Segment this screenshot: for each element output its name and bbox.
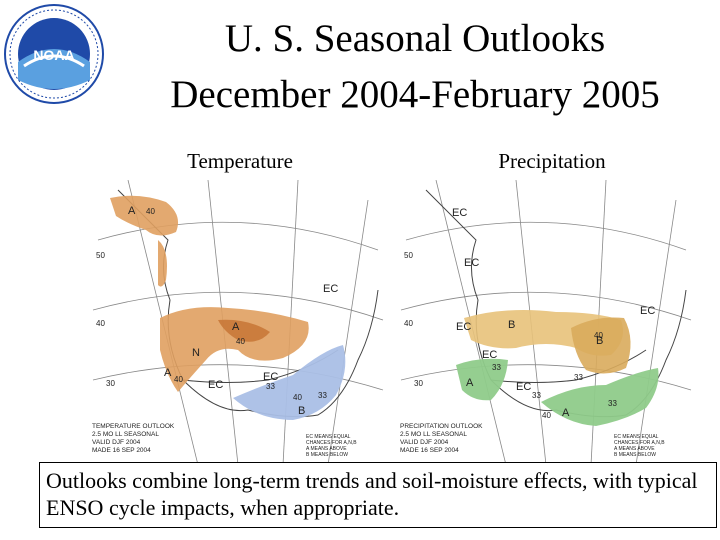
contour-label: 40: [594, 331, 603, 340]
map-legend-line: CHANCES FOR A,N,B: [306, 440, 357, 446]
class-label: B: [596, 335, 603, 347]
contour-label: 40: [236, 337, 245, 346]
class-label: A: [164, 367, 172, 379]
contour-label: 40: [542, 411, 551, 420]
class-label: EC: [482, 349, 497, 361]
precipitation-outlook-map: 50 40 30 33 40 33 33 40 33 EC EC B B EC …: [396, 180, 696, 465]
contour-label: 33: [574, 373, 583, 382]
map-footer-line: 2.5 MO LL SEASONAL: [400, 431, 467, 438]
lat-label: 40: [404, 319, 413, 328]
class-label: B: [298, 405, 305, 417]
map-legend-line: B MEANS BELOW: [306, 452, 348, 458]
page-title: U. S. Seasonal Outlooks: [224, 17, 606, 60]
class-label: A: [466, 377, 474, 389]
map-legend-line: EC MEANS EQUAL: [306, 434, 351, 440]
contour-label: 33: [266, 382, 275, 391]
temperature-outlook-map: 50 40 30 40 40 40 33 40 33 A A A EC EC E…: [88, 180, 388, 465]
contour-label: 33: [318, 391, 327, 400]
lat-label: 40: [96, 319, 105, 328]
class-label: B: [508, 319, 515, 331]
temperature-label: Temperature: [187, 149, 293, 173]
caption-box: Outlooks combine long-term trends and so…: [39, 462, 717, 528]
map-footer-line: MADE 16 SEP 2004: [92, 447, 151, 454]
logo-text: NOAA: [33, 47, 74, 63]
map-footer-line: 2.5 MO LL SEASONAL: [92, 431, 159, 438]
contour-label: 33: [532, 391, 541, 400]
lat-label: 50: [96, 251, 105, 260]
class-label: EC: [323, 283, 338, 295]
map-legend-line: EC MEANS EQUAL: [614, 434, 659, 440]
contour-label: 40: [146, 207, 155, 216]
class-label: A: [128, 205, 136, 217]
map-legend-line: B MEANS BELOW: [614, 452, 656, 458]
lat-label: 30: [414, 379, 423, 388]
map-footer-line: TEMPERATURE OUTLOOK: [92, 423, 175, 430]
class-label: EC: [452, 207, 467, 219]
map-footer-line: PRECIPITATION OUTLOOK: [400, 423, 483, 430]
contour-label: 33: [492, 363, 501, 372]
class-label: N: [192, 347, 200, 359]
class-label: A: [232, 321, 240, 333]
class-label: A: [562, 407, 570, 419]
class-label: EC: [464, 257, 479, 269]
contour-label: 40: [293, 393, 302, 402]
contour-label: 33: [608, 399, 617, 408]
map-legend-line: CHANCES FOR A,N,B: [614, 440, 665, 446]
class-label: EC: [516, 381, 531, 393]
map-footer-line: MADE 16 SEP 2004: [400, 447, 459, 454]
class-label: EC: [263, 371, 278, 383]
page-subtitle: December 2004-February 2005: [170, 73, 660, 116]
lat-label: 30: [106, 379, 115, 388]
class-label: EC: [640, 305, 655, 317]
caption-text: Outlooks combine long-term trends and so…: [46, 468, 698, 520]
map-footer-line: VALID DJF 2004: [400, 439, 449, 446]
class-label: EC: [456, 321, 471, 333]
class-label: EC: [208, 379, 223, 391]
noaa-logo: NOAA: [4, 4, 104, 104]
lat-label: 50: [404, 251, 413, 260]
map-legend-line: A MEANS ABOVE: [614, 446, 655, 452]
contour-label: 40: [174, 375, 183, 384]
map-legend-line: A MEANS ABOVE: [306, 446, 347, 452]
map-footer-line: VALID DJF 2004: [92, 439, 141, 446]
precipitation-label: Precipitation: [498, 149, 606, 173]
